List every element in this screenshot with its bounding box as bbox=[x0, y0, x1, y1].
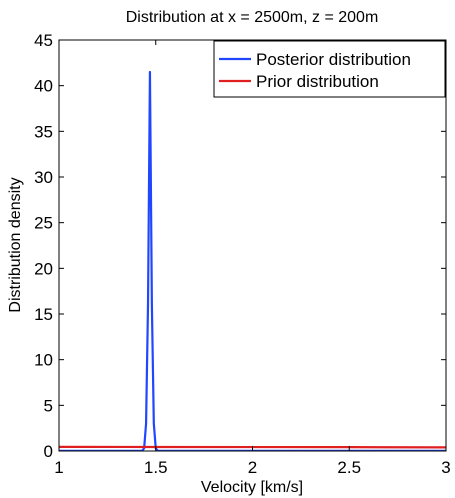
series-layer bbox=[59, 70, 446, 451]
x-tick-label: 2.5 bbox=[337, 458, 361, 477]
legend-box bbox=[213, 40, 446, 98]
y-tick-label: 0 bbox=[44, 442, 53, 461]
x-tick-label: 3 bbox=[441, 458, 450, 477]
x-tick-label: 1 bbox=[54, 458, 63, 477]
y-tick-label: 30 bbox=[34, 168, 53, 187]
y-tick-label: 45 bbox=[34, 31, 53, 50]
series-line-posterior bbox=[59, 70, 446, 451]
x-tick-label: 1.5 bbox=[144, 458, 168, 477]
y-tick-label: 40 bbox=[34, 77, 53, 96]
y-tick-label: 5 bbox=[44, 396, 53, 415]
legend: Posterior distribution Prior distributio… bbox=[213, 40, 446, 98]
y-tick-label: 15 bbox=[34, 305, 53, 324]
plot-area: 1 1.5 2 2.5 3 0 5 10 15 20 25 30 35 40 45 bbox=[34, 31, 451, 477]
y-axis-label: Distribution density bbox=[7, 177, 24, 312]
y-tick-label: 20 bbox=[34, 259, 53, 278]
y-axis-ticks: 0 5 10 15 20 25 30 35 40 45 bbox=[34, 31, 446, 461]
y-tick-label: 25 bbox=[34, 214, 53, 233]
x-axis-label: Velocity [km/s] bbox=[201, 479, 303, 496]
legend-label-posterior: Posterior distribution bbox=[256, 50, 411, 69]
y-tick-label: 35 bbox=[34, 122, 53, 141]
y-tick-label: 10 bbox=[34, 351, 53, 370]
chart-title: Distribution at x = 2500m, z = 200m bbox=[126, 9, 379, 26]
legend-label-prior: Prior distribution bbox=[256, 72, 379, 91]
x-axis-ticks: 1 1.5 2 2.5 3 bbox=[54, 40, 451, 477]
plot-frame bbox=[58, 39, 447, 452]
x-tick-label: 2 bbox=[248, 458, 257, 477]
